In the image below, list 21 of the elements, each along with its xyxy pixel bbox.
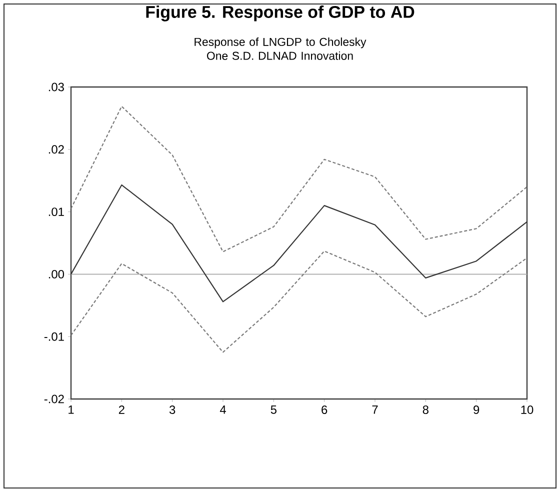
y-tick-label: -.02 — [44, 394, 64, 404]
x-tick-label: 10 — [521, 406, 534, 414]
y-tick-label: -.01 — [44, 332, 64, 341]
x-tick-label: 5 — [270, 406, 276, 414]
y-tick-label: .03 — [48, 82, 64, 92]
x-tick-label: 3 — [169, 406, 176, 414]
chart-subtitle: Response of LNGDP to Cholesky One S.D. DLNAD Innovation — [194, 38, 366, 60]
chart-title: Figure 5. Response of GDP to AD — [146, 6, 414, 22]
x-tick-label: 7 — [372, 406, 378, 414]
line-series — [70, 106, 528, 252]
y-tick-label: .01 — [48, 208, 64, 216]
x-tick-label: 2 — [118, 406, 124, 414]
x-tick-label: 4 — [220, 406, 226, 414]
line-series — [70, 250, 528, 353]
x-tick-label: 9 — [474, 406, 480, 414]
x-tick-label: 8 — [422, 406, 428, 414]
line-series — [70, 184, 528, 302]
x-tick-label: 6 — [322, 406, 328, 414]
y-tick-label: .02 — [48, 145, 64, 154]
y-tick-label: .00 — [48, 270, 64, 278]
x-tick-label: 1 — [68, 406, 74, 414]
